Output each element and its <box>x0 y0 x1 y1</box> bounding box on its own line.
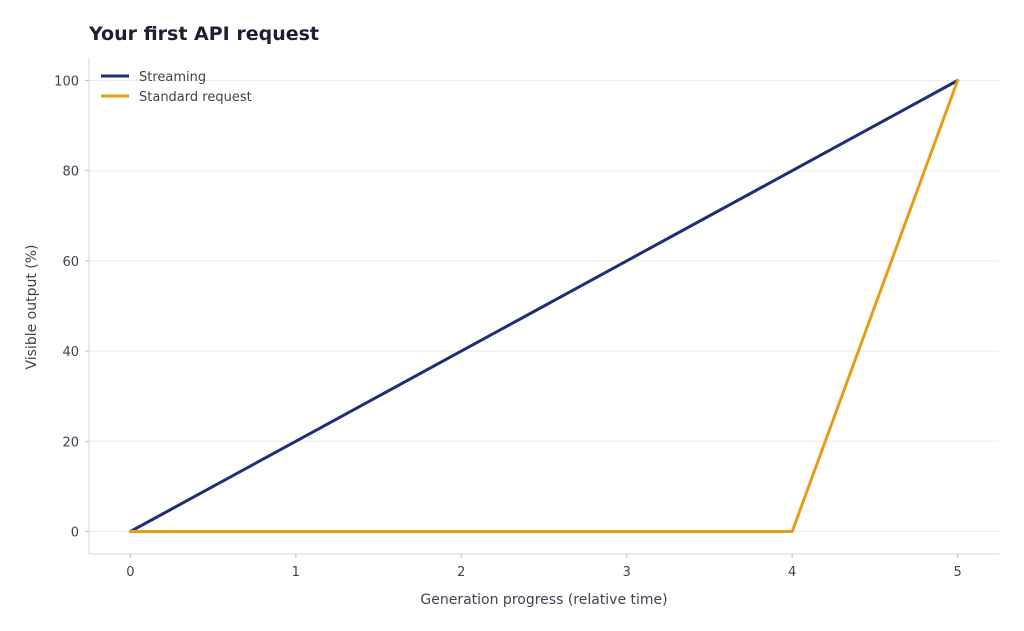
y-axis-label: Visible output (%) <box>24 244 40 369</box>
legend: Streaming Standard request <box>101 70 252 105</box>
series-lines <box>128 79 960 533</box>
y-tick-label: 0 <box>71 525 79 540</box>
legend-label-1: Standard request <box>139 90 252 105</box>
x-tick-label: 2 <box>457 565 465 580</box>
series-line-0 <box>128 79 960 533</box>
x-tick-label: 5 <box>953 565 961 580</box>
chart-title: Your first API request <box>88 23 319 45</box>
gridlines <box>89 80 999 532</box>
x-tick-label: 3 <box>623 565 631 580</box>
x-tick-label: 0 <box>126 565 134 580</box>
axes: 0 20 40 60 80 100 0 1 2 3 4 5 <box>54 58 999 580</box>
x-tick-label: 1 <box>292 565 300 580</box>
y-tick-label: 20 <box>62 435 79 450</box>
y-tick-label: 80 <box>62 165 79 180</box>
y-tick-label: 100 <box>54 75 79 90</box>
y-tick-label: 40 <box>62 345 79 360</box>
x-tick-label: 4 <box>788 565 796 580</box>
series-line-1 <box>128 79 960 533</box>
x-axis-label: Generation progress (relative time) <box>420 592 667 608</box>
legend-label-0: Streaming <box>139 70 206 85</box>
y-tick-label: 60 <box>62 255 79 270</box>
